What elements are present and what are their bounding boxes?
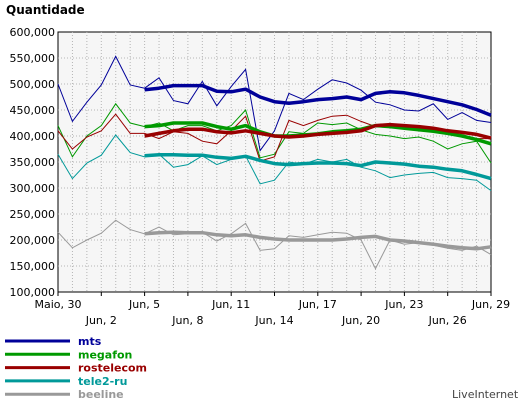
series-daily-line-tele2-ru xyxy=(57,134,492,192)
y-tick-label: 250,000 xyxy=(10,208,56,221)
y-tick-label: 300,000 xyxy=(10,182,56,195)
x-tick-label: Jun, 14 xyxy=(254,314,293,327)
y-tick-label: 350,000 xyxy=(10,156,56,169)
x-tick-label: Jun, 29 xyxy=(471,298,510,311)
series-daily-line-mts xyxy=(57,55,492,152)
y-tick-label: 400,000 xyxy=(10,130,56,143)
legend-label-tele2-ru: tele2-ru xyxy=(78,375,127,388)
y-tick-label: 100,000 xyxy=(10,286,56,299)
y-tick-label: 450,000 xyxy=(10,104,56,117)
x-tick-label: Jun, 23 xyxy=(384,298,423,311)
y-tick-label: 550,000 xyxy=(10,52,56,65)
x-tick-label: Jun, 20 xyxy=(341,314,380,327)
series-trend-line-beeline xyxy=(144,230,492,251)
y-tick-label: 200,000 xyxy=(10,234,56,247)
x-tick-label: Jun, 17 xyxy=(298,298,337,311)
x-tick-label: Jun, 2 xyxy=(85,314,117,327)
series-layer xyxy=(57,55,492,270)
chart-title: Quantidade xyxy=(6,3,85,17)
legend-label-rostelecom: rostelecom xyxy=(78,362,147,375)
x-tick-label: Jun, 11 xyxy=(211,298,250,311)
x-axis: Maio, 30 Jun, 2 Jun, 5 Jun, 8 Jun, 11 Jun, 14… xyxy=(34,292,510,327)
series-trend-line-tele2-ru xyxy=(144,152,492,181)
x-tick-label: Jun, 8 xyxy=(171,314,203,327)
brand-label: LiveInternet xyxy=(452,388,519,401)
series-trend-line-mts xyxy=(144,83,492,117)
series-trend-line-rostelecom xyxy=(144,122,492,140)
legend-label-megafon: megafon xyxy=(78,348,132,361)
x-tick-label: Jun, 26 xyxy=(428,314,467,327)
y-tick-label: 600,000 xyxy=(10,26,56,39)
x-tick-label: Jun, 5 xyxy=(128,298,160,311)
y-axis: 600,000 550,000 500,000 450,000 400,000 350,0… xyxy=(10,26,56,299)
y-tick-label: 150,000 xyxy=(10,260,56,273)
legend-label-mts: mts xyxy=(78,335,102,348)
legend-label-beeline: beeline xyxy=(78,388,124,401)
x-tick-label: Maio, 30 xyxy=(34,298,81,311)
series-daily-line-megafon xyxy=(57,102,492,164)
y-tick-label: 500,000 xyxy=(10,78,56,91)
